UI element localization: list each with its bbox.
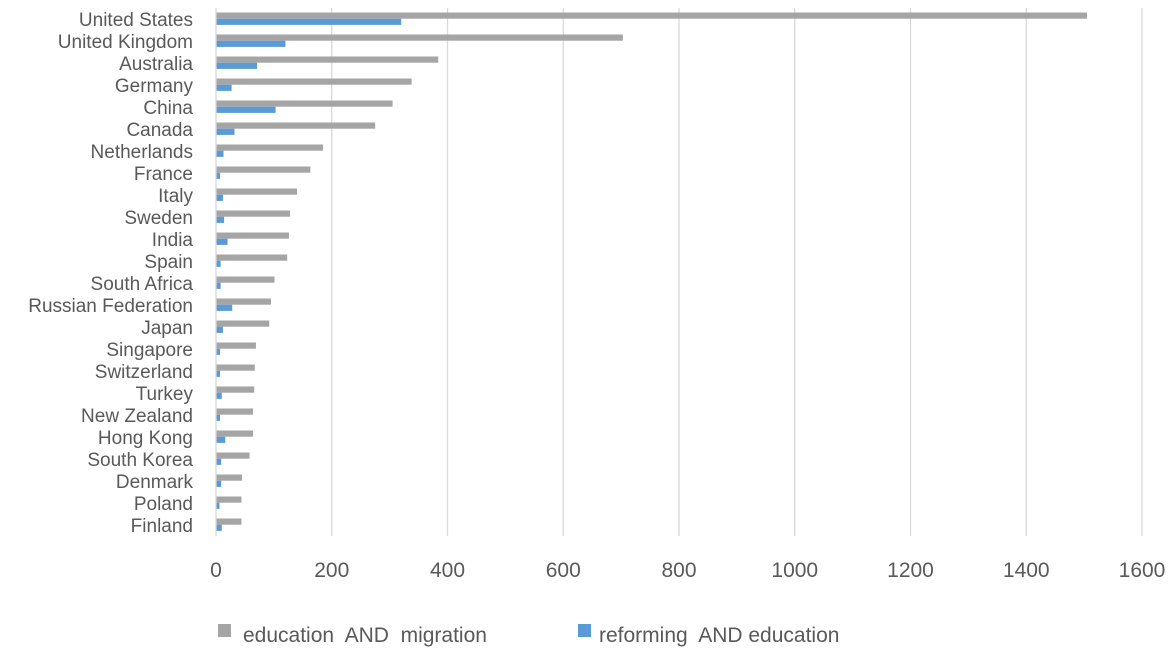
category-label: Poland [134,494,193,515]
category-label: Finland [131,516,193,537]
x-tick-label: 1600 [1119,559,1166,582]
bar-education-migration [216,232,289,239]
bar-education-migration [216,78,412,85]
bar-reforming-education [216,172,221,179]
category-label: South Africa [91,274,194,295]
bar-education-migration [216,474,243,481]
category-label: Hong Kong [98,428,193,449]
x-tick-label: 800 [661,559,696,582]
bar-education-migration [216,320,270,327]
bar-education-migration [216,56,439,63]
x-tick-label: 0 [210,559,222,582]
category-label: New Zealand [81,406,193,427]
x-tick-label: 1400 [1003,559,1050,582]
bar-education-migration [216,408,254,415]
category-label: China [143,98,193,119]
category-label: Italy [158,186,193,207]
bar-reforming-education [216,18,402,25]
x-tick-label: 400 [430,559,465,582]
bar-reforming-education [216,150,224,157]
bar-education-migration [216,518,242,525]
bar-reforming-education [216,524,222,531]
bar-reforming-education [216,480,222,487]
category-label: Canada [126,120,193,141]
bar-reforming-education [216,348,221,355]
bar-education-migration [216,122,376,129]
category-label: Germany [115,76,194,97]
bar-reforming-education [216,282,221,289]
bar-education-migration [216,364,255,371]
bar-education-migration [216,12,1088,19]
category-label: India [152,230,194,251]
x-tick-label: 1000 [771,559,818,582]
bar-reforming-education [216,502,220,509]
bar-reforming-education [216,40,286,47]
bar-education-migration [216,144,324,151]
bar-reforming-education [216,436,226,443]
bar-education-migration [216,166,311,173]
x-tick-label: 1200 [887,559,934,582]
category-label: Japan [141,318,193,339]
category-label: Turkey [136,384,194,405]
category-label: Russian Federation [28,296,193,317]
bar-education-migration [216,386,255,393]
bar-reforming-education [216,106,276,113]
bar-reforming-education [216,260,221,267]
bar-reforming-education [216,216,225,223]
bar-education-migration [216,276,275,283]
category-label: France [134,164,193,185]
category-label: South Korea [87,450,193,471]
bar-reforming-education [216,458,222,465]
category-label: Singapore [106,340,193,361]
category-label: United States [79,10,193,31]
bar-education-migration [216,430,254,437]
bar-reforming-education [216,304,233,311]
category-label: United Kingdom [58,32,193,53]
category-label: Australia [119,54,193,75]
bar-education-migration [216,188,298,195]
bar-reforming-education [216,128,235,135]
bar-education-migration [216,100,393,107]
bar-reforming-education [216,326,223,333]
bar-reforming-education [216,392,222,399]
bar-education-migration [216,210,291,217]
bar-reforming-education [216,238,228,245]
bar-education-migration [216,298,271,305]
category-label: Switzerland [95,362,193,383]
x-tick-label: 200 [314,559,349,582]
bar-reforming-education [216,414,221,421]
legend-label: reforming AND education [599,624,839,647]
legend-swatch [578,624,591,637]
category-label: Spain [144,252,193,273]
bar-education-migration [216,34,623,41]
category-label: Denmark [116,472,194,493]
legend-swatch [218,624,231,637]
x-tick-label: 600 [546,559,581,582]
category-label: Sweden [124,208,193,229]
bar-education-migration [216,342,256,349]
bar-reforming-education [216,84,232,91]
bar-reforming-education [216,194,223,201]
bar-education-migration [216,254,288,261]
bar-education-migration [216,496,242,503]
legend-label: education AND migration [243,624,487,647]
bar-reforming-education [216,370,221,377]
category-label: Netherlands [91,142,193,163]
bar-reforming-education [216,62,258,69]
bar-education-migration [216,452,250,459]
